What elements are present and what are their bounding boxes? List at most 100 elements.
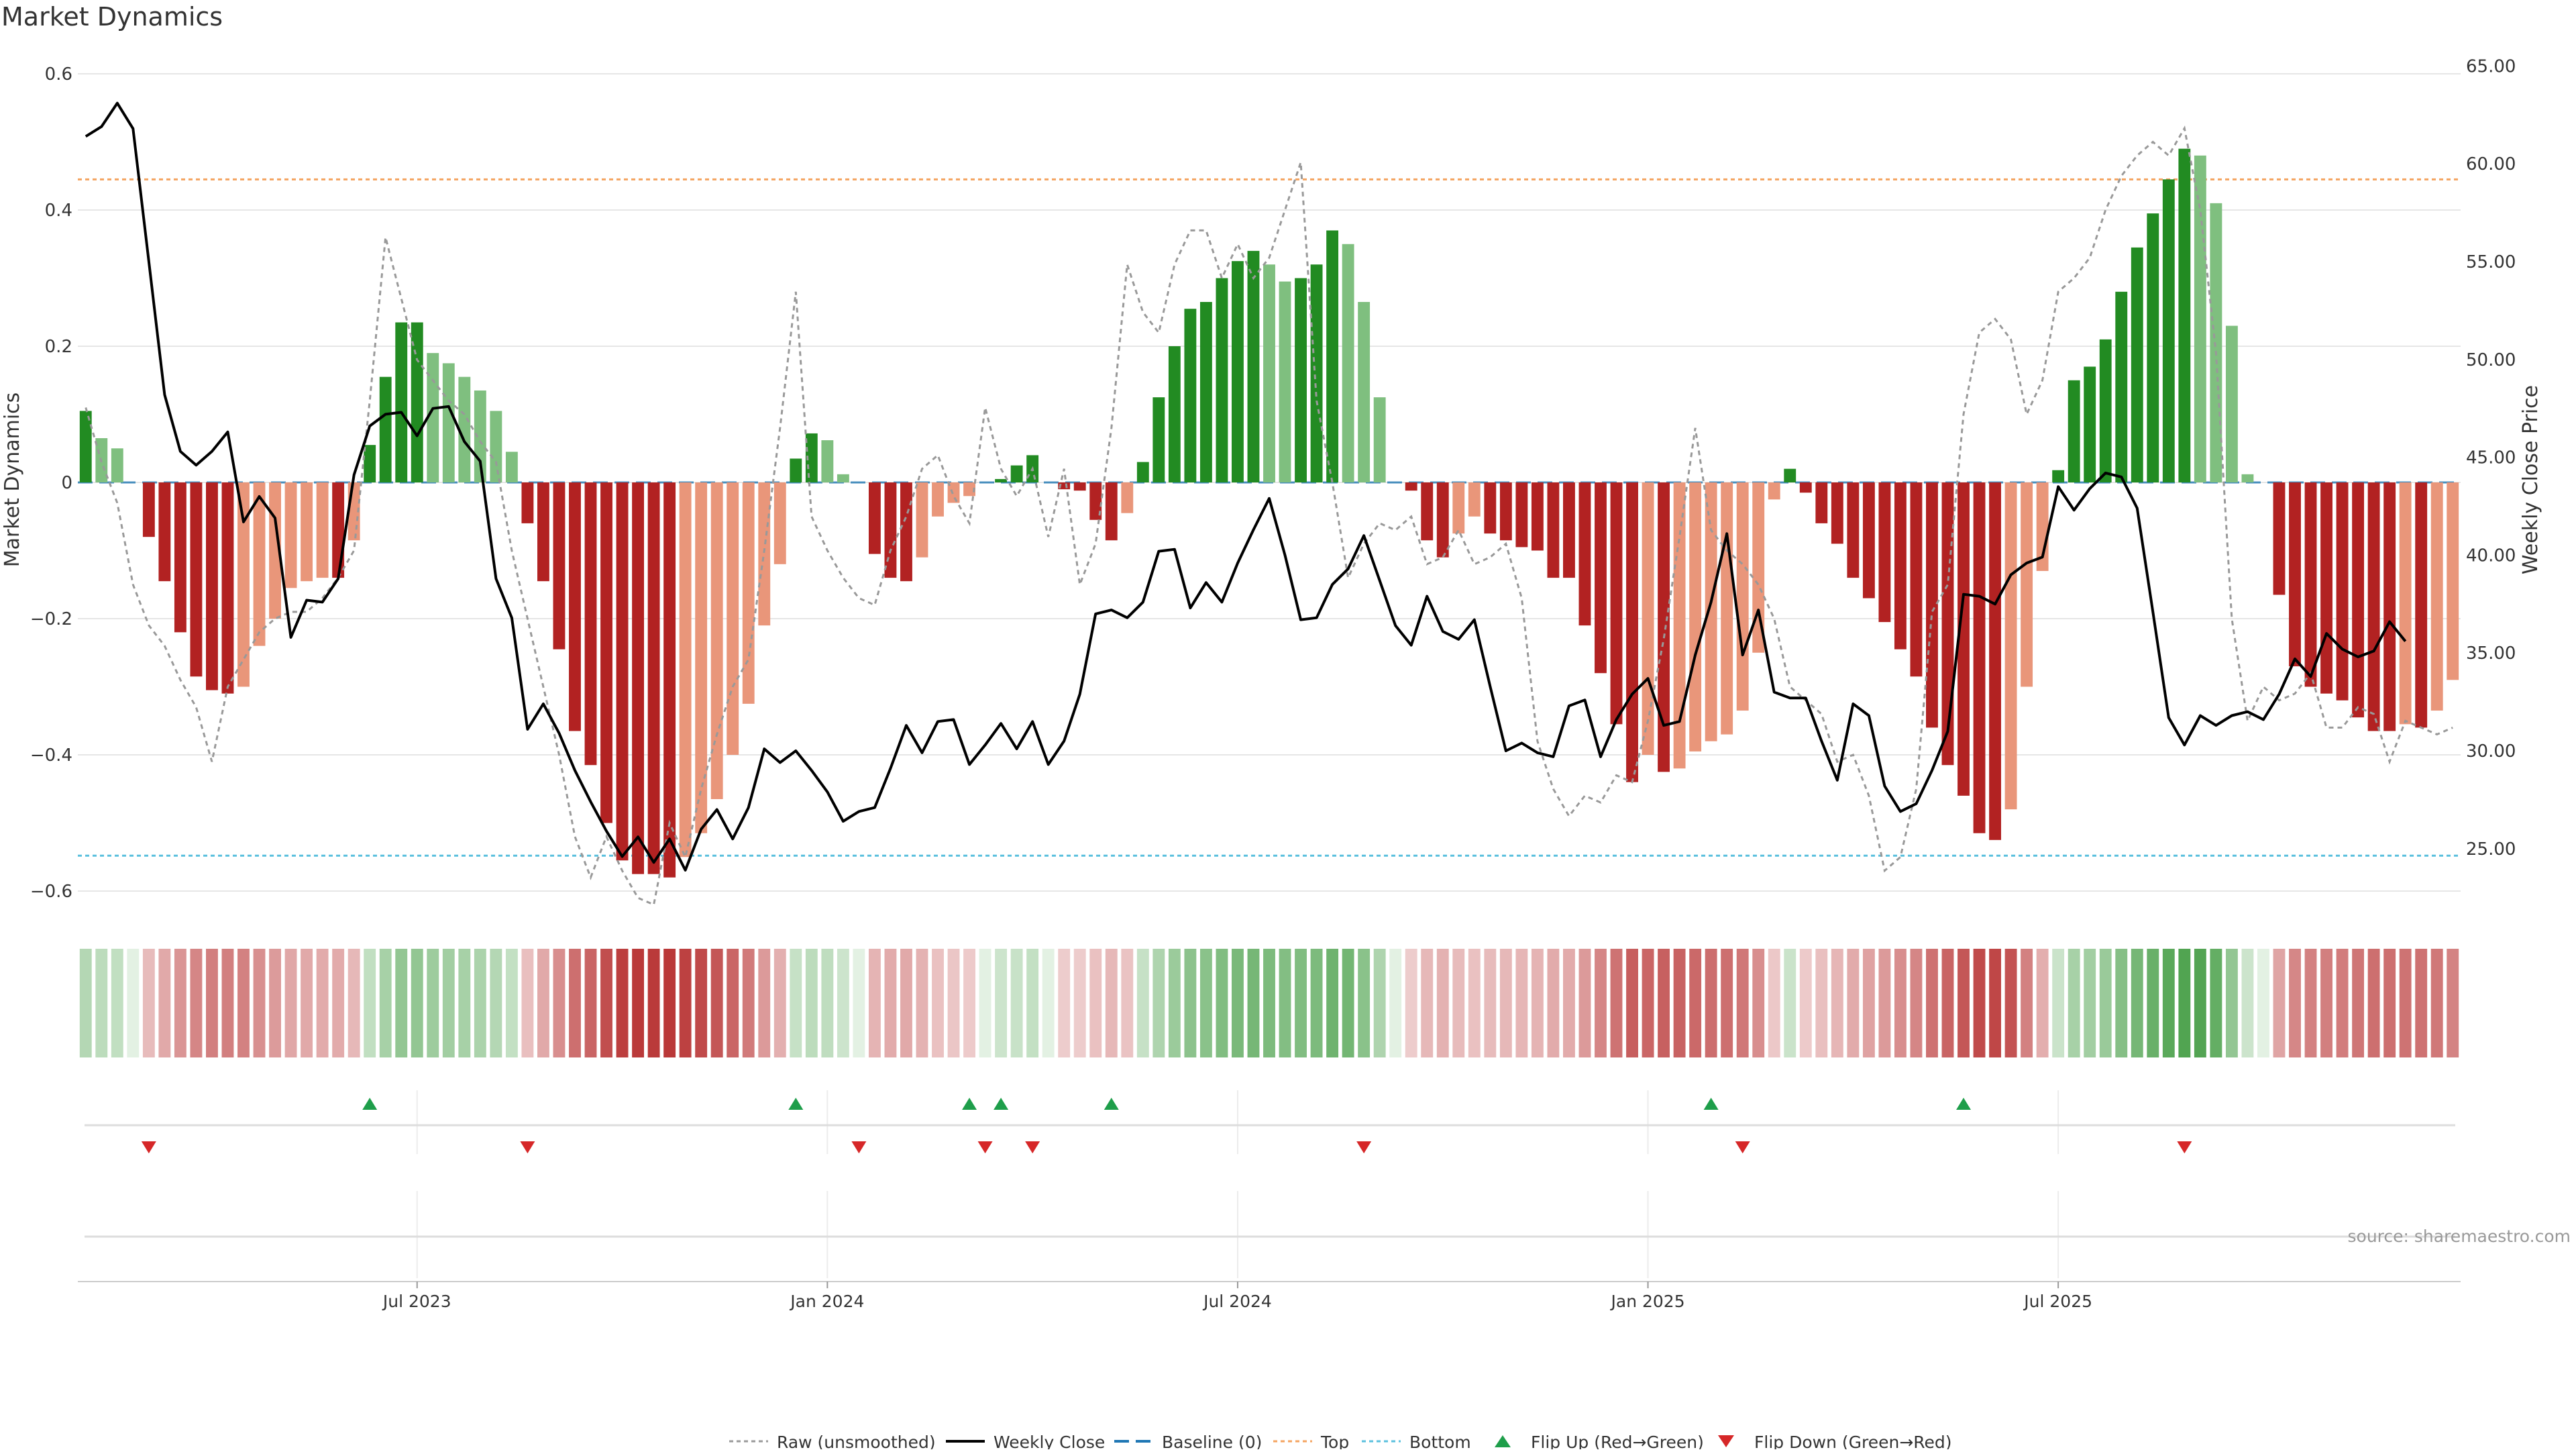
legend-item-flip-down: Flip Down (Green→Red) (1718, 1433, 1952, 1452)
heat-cell (1263, 949, 1275, 1057)
heat-cell (1436, 949, 1449, 1057)
legend-label-bottom: Bottom (1409, 1433, 1471, 1449)
momentum-bar (1058, 482, 1071, 490)
momentum-bar (821, 440, 834, 482)
heat-cell (2099, 949, 2112, 1057)
momentum-bar (332, 482, 345, 578)
heat-cell (1105, 949, 1118, 1057)
legend-item-close: Weekly Close (946, 1433, 1105, 1452)
momentum-bar (1578, 482, 1591, 626)
momentum-bar (1673, 482, 1686, 769)
momentum-bar (963, 482, 975, 497)
momentum-bar (1752, 482, 1765, 653)
momentum-bar (1121, 482, 1134, 513)
flip-down-marker-icon (977, 1141, 993, 1153)
y-axis-ticks: 0.6 0.4 0.2 0 −0.2 −0.4 −0.6 (30, 64, 72, 902)
heat-cell (174, 949, 186, 1057)
heat-cell (2415, 949, 2428, 1057)
momentum-bar (1595, 482, 1607, 674)
heat-cell (742, 949, 755, 1057)
heat-cell (1452, 949, 1465, 1057)
flip-up-marker-icon (994, 1098, 1009, 1110)
legend-item-top: Top (1273, 1433, 1349, 1452)
heat-cell (537, 949, 549, 1057)
momentum-bar (616, 482, 629, 861)
heat-cell (1894, 949, 1907, 1057)
heat-cell (979, 949, 991, 1057)
momentum-bar (2084, 366, 2096, 482)
heat-cell (2210, 949, 2222, 1057)
x-tick-label: Jan 2024 (789, 1292, 864, 1311)
heat-cell (647, 949, 660, 1057)
heat-cell (868, 949, 881, 1057)
momentum-bar (2447, 482, 2459, 680)
heat-cell (190, 949, 203, 1057)
heat-cell (1184, 949, 1197, 1057)
momentum-bar (1279, 281, 1291, 482)
momentum-bar (442, 363, 455, 482)
momentum-bar (379, 376, 392, 482)
momentum-bar (1136, 462, 1149, 482)
momentum-bar (505, 452, 518, 482)
heat-cell (474, 949, 486, 1057)
momentum-bar (1168, 346, 1181, 482)
momentum-bar (805, 433, 818, 482)
heat-cell (758, 949, 771, 1057)
heat-cell (1121, 949, 1134, 1057)
momentum-bar (364, 445, 376, 482)
heat-cell (1405, 949, 1417, 1057)
heat-cell (237, 949, 250, 1057)
heat-cell (1089, 949, 1102, 1057)
heat-cell (916, 949, 928, 1057)
momentum-bar (1768, 482, 1780, 500)
momentum-bar (1358, 302, 1371, 482)
momentum-bar (2147, 213, 2159, 482)
momentum-bar (1721, 482, 1733, 735)
heat-cell (1295, 949, 1307, 1057)
momentum-bar (1547, 482, 1560, 578)
momentum-bar (158, 482, 171, 582)
momentum-bar (521, 482, 534, 523)
momentum-bar (647, 482, 660, 874)
heat-cell (1136, 949, 1149, 1057)
heat-cell (679, 949, 692, 1057)
heat-cell (284, 949, 297, 1057)
momentum-bar (1784, 468, 1796, 482)
heat-cell (1279, 949, 1291, 1057)
legend-label-flip-up: Flip Up (Red→Green) (1531, 1433, 1704, 1449)
momentum-bars (79, 148, 2459, 878)
momentum-bar (427, 353, 439, 482)
heat-cell (1862, 949, 1875, 1057)
y-axis-label: Market Dynamics (1, 393, 24, 568)
heat-cell (1216, 949, 1228, 1057)
momentum-bar (584, 482, 597, 766)
flip-up-marker-icon (362, 1098, 378, 1110)
momentum-bar (2241, 474, 2254, 482)
momentum-bar (1515, 482, 1528, 548)
momentum-bar (1468, 482, 1481, 517)
momentum-bar (1499, 482, 1512, 541)
heat-cell (1595, 949, 1607, 1057)
heat-cell (142, 949, 155, 1057)
momentum-bar (316, 482, 329, 578)
heat-cell (932, 949, 944, 1057)
heat-cell (2241, 949, 2254, 1057)
heat-cell (395, 949, 408, 1057)
heat-cell (600, 949, 612, 1057)
heat-cell (2289, 949, 2301, 1057)
momentum-bar (1436, 482, 1449, 558)
close-line (85, 101, 2407, 872)
heat-cell (790, 949, 802, 1057)
momentum-bar (1089, 482, 1102, 520)
legend-label-close: Weekly Close (994, 1433, 1105, 1449)
heat-cell (2004, 949, 2017, 1057)
momentum-bar (301, 482, 313, 582)
momentum-bar (553, 482, 566, 650)
y2-tick-label: 45.00 (2466, 448, 2516, 468)
momentum-bar (174, 482, 186, 633)
y2-tick-label: 25.00 (2466, 839, 2516, 860)
heat-cell (884, 949, 897, 1057)
heat-cell (663, 949, 676, 1057)
momentum-bar (2194, 155, 2206, 483)
